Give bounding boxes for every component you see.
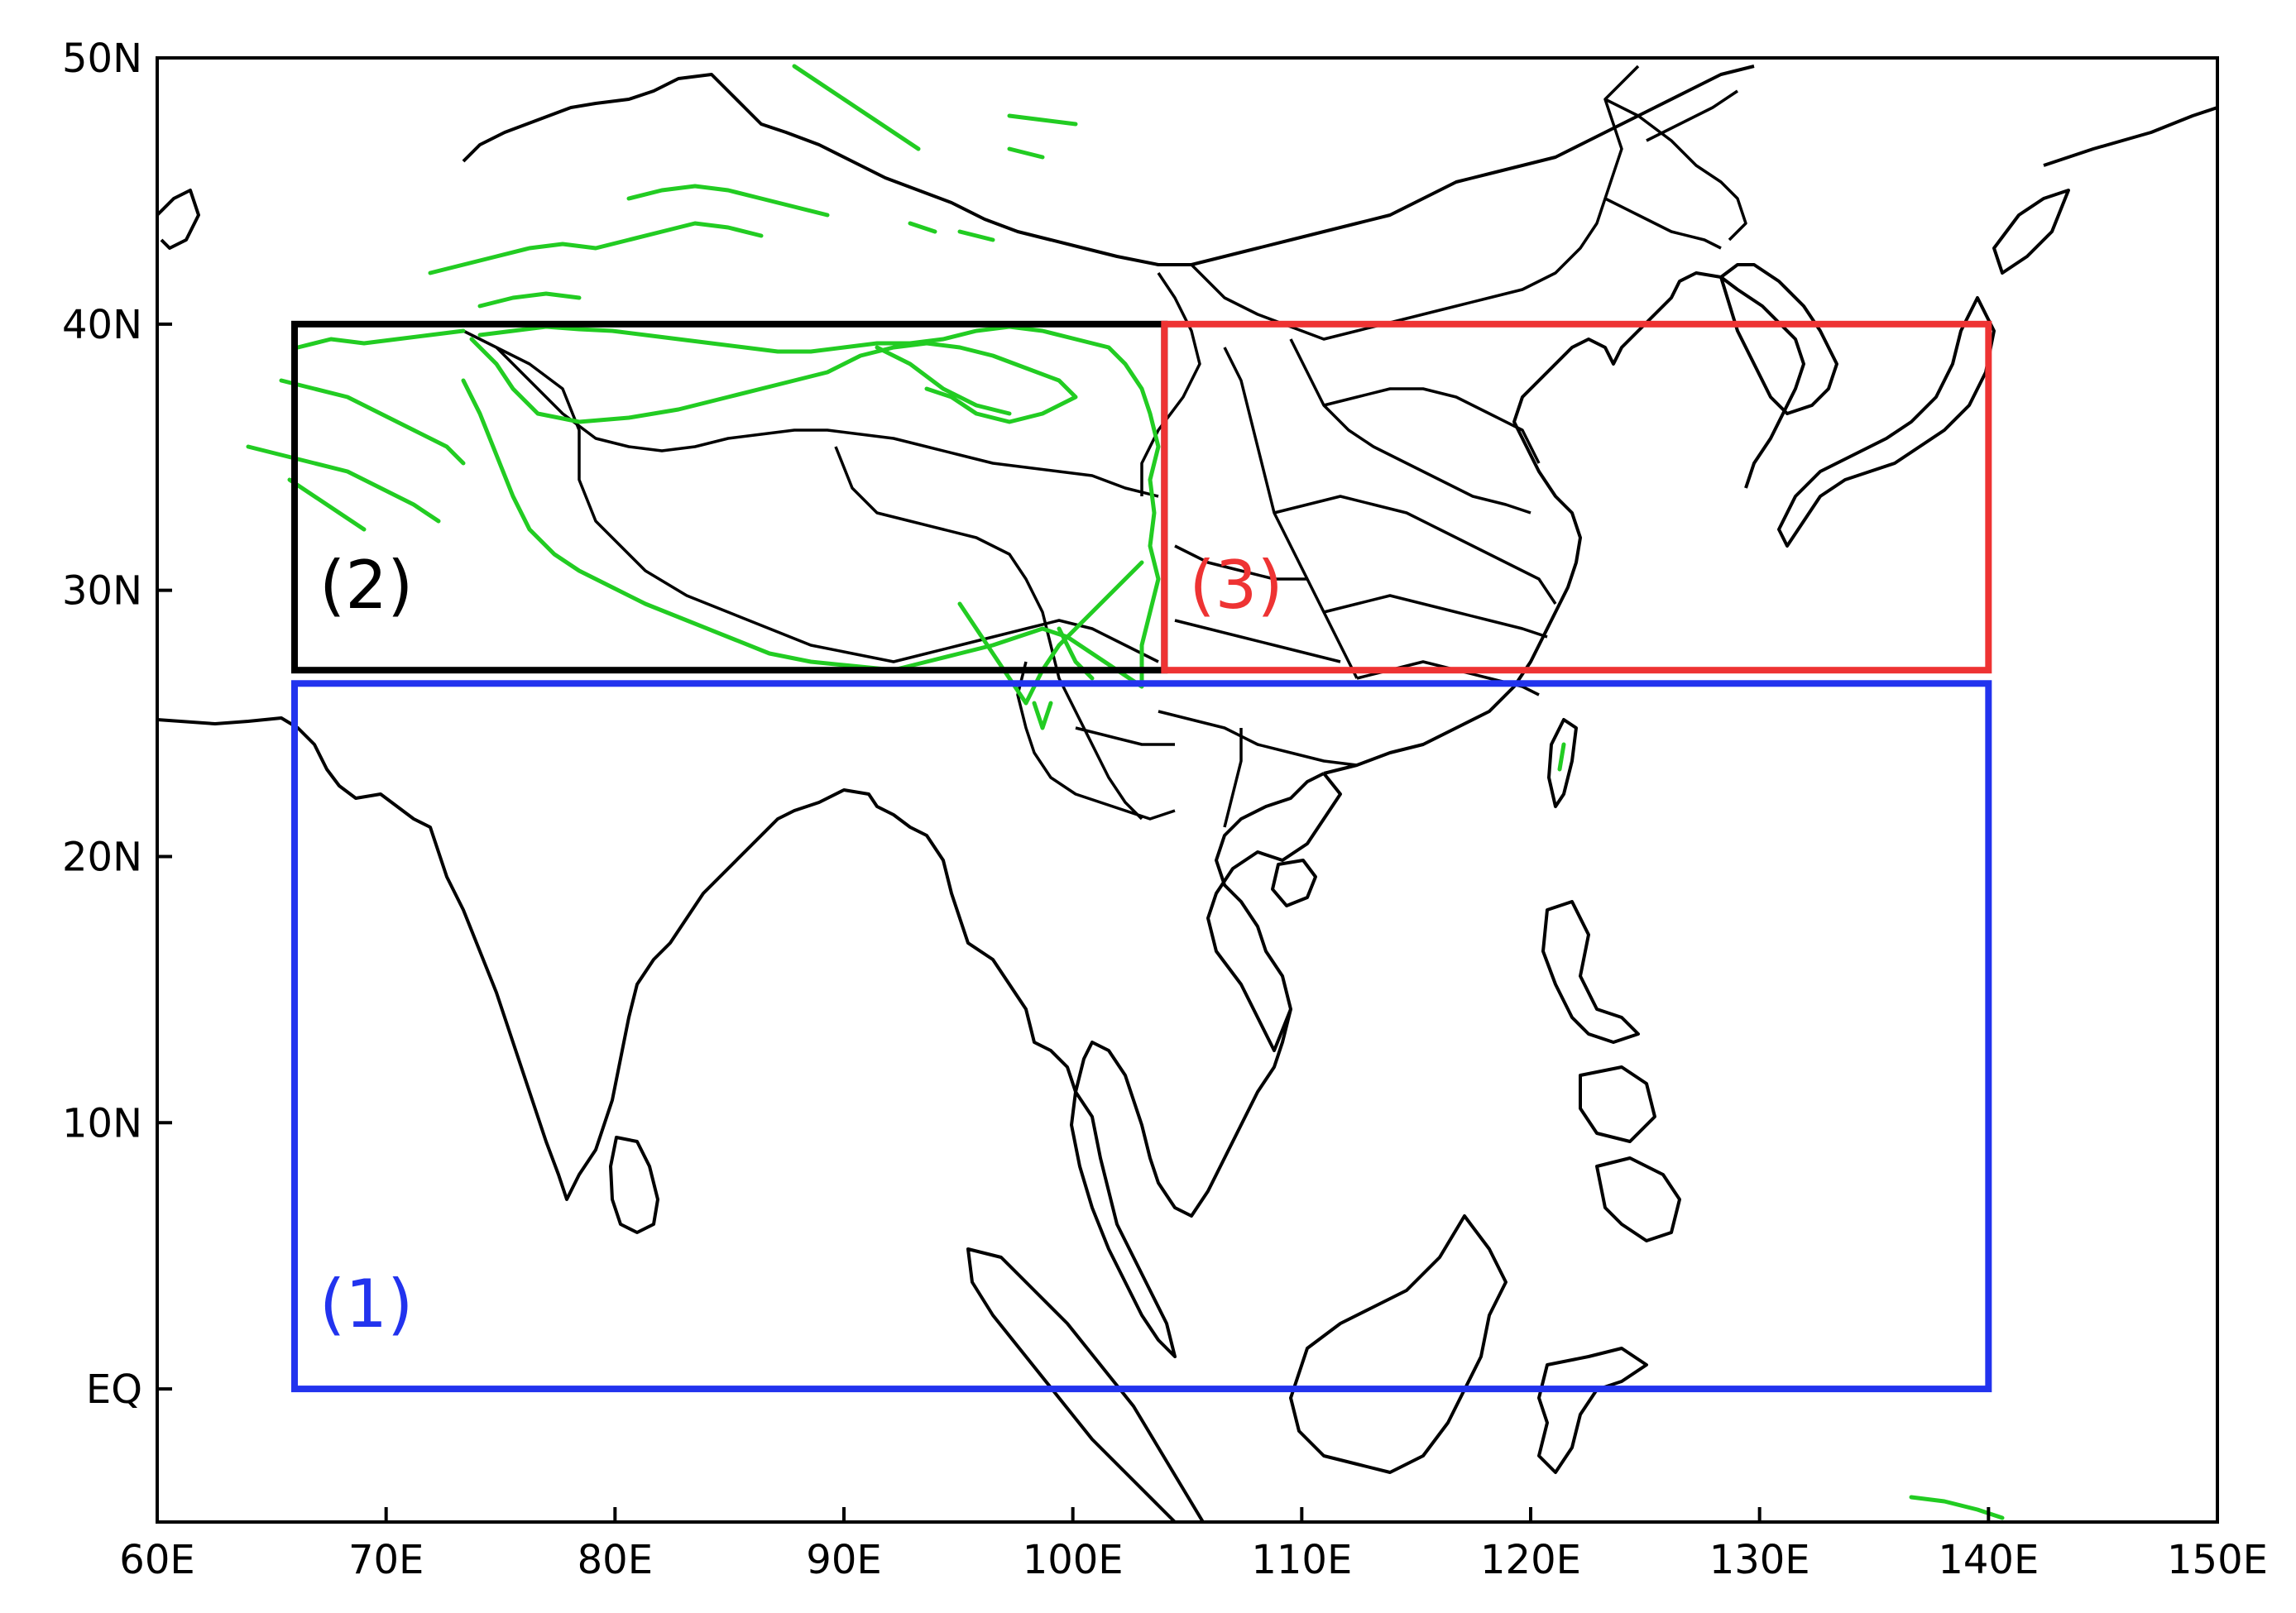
x-tick-label: 110E	[1251, 1537, 1352, 1583]
x-axis: 60E 70E 80E 90E 100E 110E 120E 130E 140E 150E	[119, 1507, 2268, 1583]
x-tick-label: 70E	[348, 1537, 424, 1583]
border-guangxi-guangdong	[1075, 710, 1358, 828]
province-borders-layer	[463, 65, 1747, 828]
y-tick-label: 50N	[62, 36, 142, 82]
border-tibet-south	[463, 329, 1159, 663]
y-tick-label: 20N	[62, 834, 142, 880]
coastline-east-asia	[1206, 271, 1805, 1052]
region-box-2	[291, 320, 1168, 674]
coastline-mindanao	[1595, 1156, 1681, 1242]
border-inner-mongolia	[1190, 65, 1722, 341]
terrain-contour-himalaya	[461, 324, 1161, 689]
coastline-south-asia	[157, 716, 1325, 1218]
terrain-contours-layer	[246, 64, 2005, 1520]
coastline-west-asia	[157, 189, 200, 250]
y-tick-label: 40N	[62, 302, 142, 348]
coastline-japan	[1777, 106, 2217, 548]
y-tick-label: 30N	[62, 568, 142, 615]
terrain-contour-altai	[792, 64, 1078, 242]
border-tibet-north	[495, 346, 1159, 498]
coastline-malay-peninsula	[1070, 1090, 1177, 1358]
region-box-1	[291, 680, 1992, 1393]
terrain-contour-pamir-hindukush	[246, 328, 466, 532]
terrain-contour-taiwan	[1557, 742, 1566, 772]
coastline-korea	[1719, 263, 1838, 415]
x-tick-label: 120E	[1480, 1537, 1581, 1583]
coastline-sulawesi	[1537, 1347, 1648, 1474]
x-tick-label: 150E	[2167, 1537, 2268, 1583]
coastline-sri-lanka	[609, 1136, 659, 1234]
x-tick-label: 140E	[1938, 1537, 2039, 1583]
border-qinghai-sichuan	[834, 446, 1143, 821]
y-tick-label: EQ	[86, 1367, 142, 1413]
y-tick-label: 10N	[62, 1100, 142, 1146]
coastline-central-asia	[462, 65, 1755, 266]
region-label-2: (2)	[319, 547, 413, 624]
x-tick-label: 90E	[806, 1537, 881, 1583]
coastline-visayas	[1579, 1065, 1656, 1143]
border-northeast	[1604, 89, 1747, 242]
x-tick-label: 60E	[119, 1537, 194, 1583]
regions-layer: (1) (2) (3)	[291, 320, 1992, 1393]
terrain-contour-tibetan-plateau	[469, 337, 1078, 424]
border-central-provinces	[1174, 338, 1557, 696]
region-label-1: (1)	[319, 1266, 413, 1343]
coastline-luzon	[1541, 900, 1640, 1044]
coastline-hainan	[1271, 859, 1317, 907]
coastline-borneo	[1289, 1214, 1507, 1474]
coastline-taiwan	[1547, 718, 1578, 808]
x-tick-label: 100E	[1023, 1537, 1124, 1583]
region-label-3: (3)	[1189, 547, 1282, 624]
x-tick-label: 80E	[578, 1537, 653, 1583]
coastlines-layer	[157, 65, 2217, 1522]
terrain-contour-tienshan	[428, 184, 830, 309]
border-xinjiang-east	[1140, 272, 1201, 496]
y-axis: EQ 10N 20N 30N 40N 50N	[62, 36, 172, 1413]
coastline-sumatra	[966, 1247, 1206, 1522]
x-tick-label: 130E	[1709, 1537, 1810, 1583]
border-yunnan	[1016, 661, 1176, 821]
region-box-3	[1161, 320, 1992, 674]
map-frame	[156, 56, 2219, 1524]
